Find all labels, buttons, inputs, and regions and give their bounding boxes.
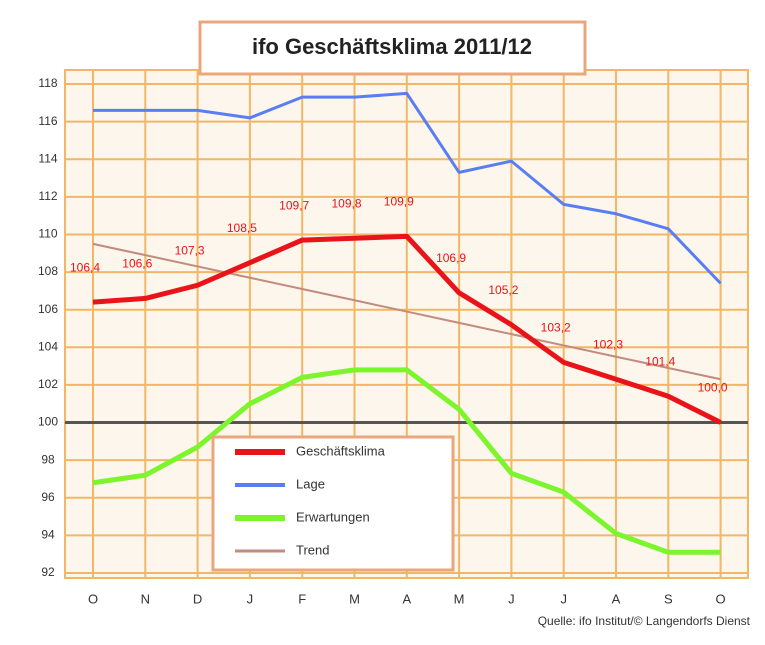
- x-tick-label: J: [508, 591, 515, 606]
- y-tick-label: 118: [38, 76, 57, 90]
- data-label: 107,3: [175, 243, 205, 257]
- y-tick-label: 102: [38, 377, 58, 391]
- y-tick-label: 104: [38, 339, 58, 353]
- legend-label: Trend: [296, 542, 329, 557]
- series-line: [93, 91, 722, 285]
- source: Quelle: ifo Institut/© Langendorfs Diens…: [538, 614, 751, 628]
- data-label: 108,5: [227, 221, 257, 235]
- title-box: [198, 20, 587, 76]
- y-tick-label: 92: [41, 565, 55, 579]
- chart-title: ifo Geschäftsklima 2011/12: [252, 34, 532, 59]
- series-line: [92, 367, 721, 555]
- series-line: [92, 233, 722, 425]
- legend-label: Erwartungen: [296, 509, 370, 524]
- legend: [211, 435, 455, 572]
- data-label: 109,7: [279, 198, 309, 212]
- x-tick-label: D: [193, 591, 202, 606]
- x-tick-label: A: [612, 591, 621, 606]
- series-line: [92, 242, 721, 381]
- y-tick-label: 114: [38, 151, 57, 165]
- data-label: 105,2: [488, 283, 518, 297]
- x-tick-label: N: [141, 591, 150, 606]
- x-tick-label: S: [664, 591, 673, 606]
- y-tick-label: 110: [38, 227, 57, 241]
- y-tick-label: 106: [38, 302, 58, 316]
- y-tick-label: 112: [38, 189, 57, 203]
- x-tick-label: J: [560, 591, 567, 606]
- x-tick-label: O: [88, 591, 98, 606]
- data-label: 101,4: [645, 354, 675, 368]
- data-label: 100,0: [698, 381, 728, 395]
- data-label: 109,8: [331, 196, 361, 210]
- data-label: 103,2: [541, 321, 571, 335]
- legend-label: Lage: [296, 476, 325, 491]
- x-tick-label: A: [402, 591, 411, 606]
- data-label: 106,9: [436, 251, 466, 265]
- y-tick-label: 116: [38, 114, 57, 128]
- y-tick-label: 96: [41, 490, 55, 504]
- data-label: 102,3: [593, 337, 623, 351]
- x-tick-label: F: [298, 591, 306, 606]
- x-tick-label: O: [716, 591, 726, 606]
- data-label: 106,6: [122, 257, 152, 271]
- y-tick-label: 94: [41, 528, 55, 542]
- x-tick-label: M: [349, 591, 360, 606]
- y-tick-label: 98: [41, 452, 55, 466]
- data-label: 109,9: [384, 195, 414, 209]
- data-label: 106,4: [70, 260, 100, 274]
- y-tick-label: 100: [38, 415, 58, 429]
- x-tick-label: J: [247, 591, 254, 606]
- legend-label: Geschäftsklima: [296, 443, 386, 458]
- y-tick-label: 108: [38, 264, 58, 278]
- x-tick-label: M: [454, 591, 465, 606]
